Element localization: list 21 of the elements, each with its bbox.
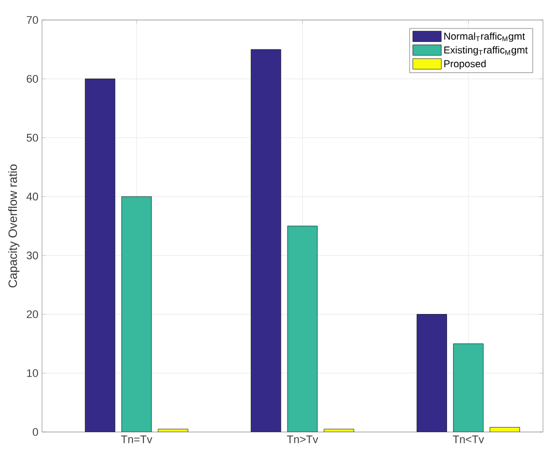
bar	[453, 344, 484, 432]
bar	[84, 78, 116, 432]
bar	[121, 196, 152, 432]
y-tick-label: 50	[26, 134, 38, 142]
y-tick-label: 60	[26, 74, 38, 83]
bar	[416, 314, 447, 432]
y-axis-title: Capacity Overflow ratio	[8, 164, 20, 288]
legend-label: Normal$_{T}$raffic$_{M}$gmt	[444, 32, 525, 42]
legend-label: Proposed	[444, 60, 486, 70]
y-tick-label: 20	[26, 310, 38, 318]
y-tick-label: 70	[26, 16, 38, 24]
bar	[250, 49, 282, 432]
y-tick-label: 40	[26, 192, 38, 200]
bar	[287, 226, 318, 432]
x-tick-label: Tn=Tv	[121, 436, 152, 444]
y-tick-label: 10	[27, 369, 38, 378]
y-tick-label: 0	[32, 428, 38, 436]
x-tick-label: Tn>Tv	[286, 436, 318, 444]
legend-label: Existing$_{T}$raffic$_{M}$gmt	[444, 46, 528, 56]
y-tick-label: 30	[26, 252, 38, 260]
x-tick-label: Tn<Tv	[452, 436, 484, 444]
